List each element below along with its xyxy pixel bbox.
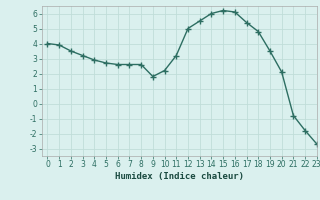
X-axis label: Humidex (Indice chaleur): Humidex (Indice chaleur) xyxy=(115,172,244,181)
